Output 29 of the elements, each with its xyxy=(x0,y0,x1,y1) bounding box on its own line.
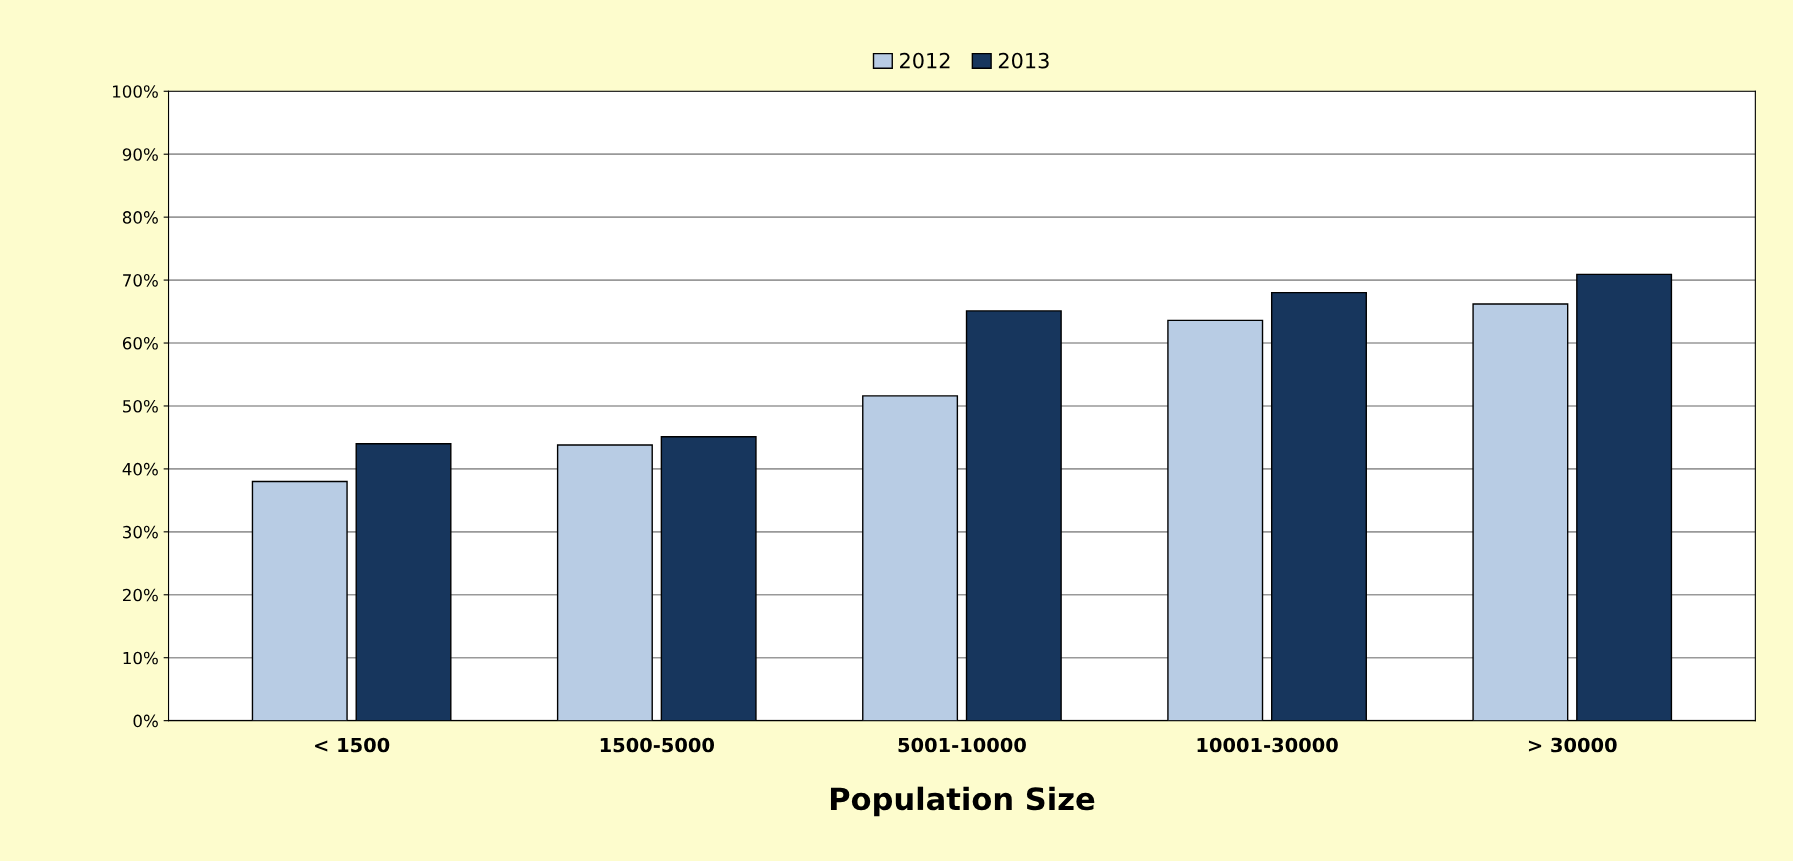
x-tick-label: 5001-10000 xyxy=(898,737,1026,753)
y-tick-label: 30% xyxy=(123,525,158,539)
y-tick-label: 90% xyxy=(122,148,158,161)
bar xyxy=(355,443,452,721)
y-tick-label: 20% xyxy=(123,588,158,602)
bar xyxy=(965,310,1062,721)
y-tick-label: 100% xyxy=(113,85,158,98)
y-tick-label: 50% xyxy=(123,399,158,413)
bar xyxy=(1270,291,1367,721)
x-tick-label: 10001-30000 xyxy=(1197,737,1338,753)
y-tick-label: 60% xyxy=(122,336,158,350)
legend-label: 2013 xyxy=(998,52,1049,69)
x-axis-title: Population Size xyxy=(830,786,1095,817)
x-tick-label: 1500-5000 xyxy=(600,737,715,753)
y-tick-label: 70% xyxy=(123,274,158,287)
bar xyxy=(1167,319,1264,721)
bar xyxy=(660,436,757,721)
legend-label: 2012 xyxy=(900,52,950,69)
x-tick-label: > 30000 xyxy=(1528,737,1617,753)
bar xyxy=(862,395,959,721)
y-tick-label: 10% xyxy=(123,651,158,665)
y-tick-label: 80% xyxy=(122,211,158,224)
y-tick-label: 40% xyxy=(122,462,158,476)
y-tick-label: 0% xyxy=(133,714,158,728)
bar xyxy=(251,480,348,721)
bar xyxy=(1472,303,1569,721)
x-tick-label: < 1500 xyxy=(315,737,390,753)
bar xyxy=(1576,273,1673,721)
bar xyxy=(556,444,653,721)
